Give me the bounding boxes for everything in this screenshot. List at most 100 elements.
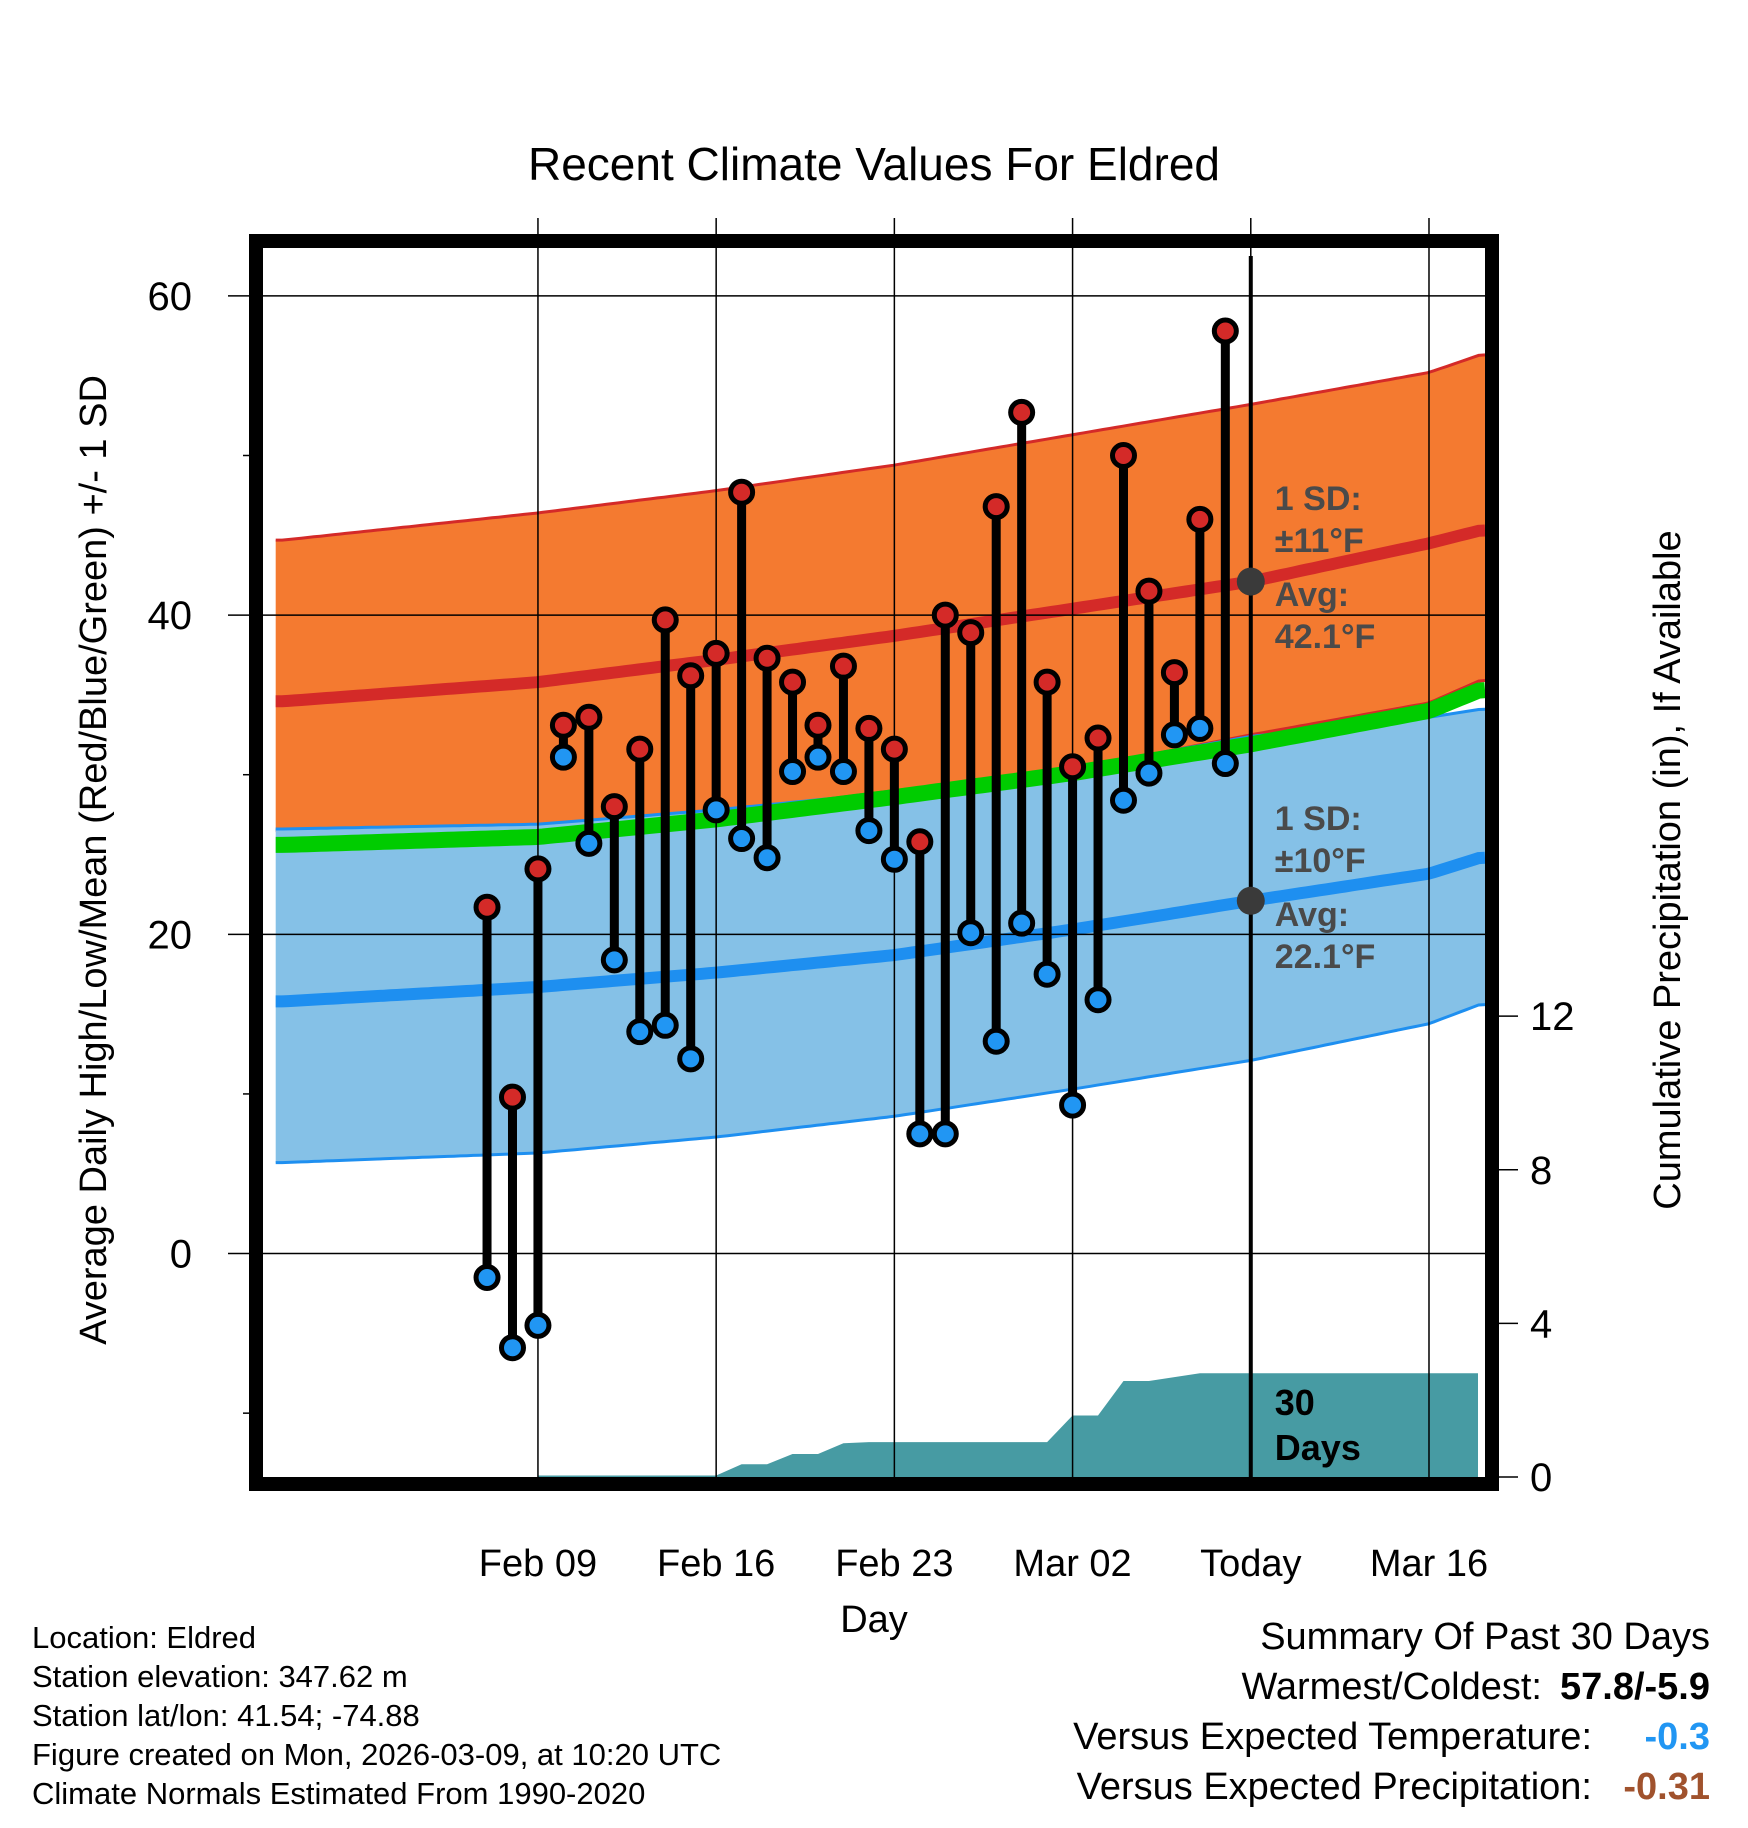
daily-high-point	[1059, 753, 1087, 781]
daily-high-point	[753, 644, 781, 672]
daily-high-point	[677, 662, 705, 690]
y-tick-label: 0	[170, 1233, 192, 1277]
warmest-coldest-value: 57.8/-5.9	[1560, 1666, 1710, 1708]
daily-low-point	[1160, 721, 1188, 749]
daily-low-point	[549, 743, 577, 771]
warmest-coldest-label: Warmest/Coldest:	[1241, 1666, 1542, 1708]
station-info: Location: Eldred Station elevation: 347.…	[32, 1618, 721, 1813]
y-tick-label: 40	[148, 594, 193, 638]
location-label: Location: Eldred	[32, 1620, 257, 1655]
daily-low-point	[1135, 759, 1163, 787]
daily-low-point	[498, 1334, 526, 1362]
daily-high-point	[880, 735, 908, 763]
daily-low-point	[779, 758, 807, 786]
y2-tick-label: 8	[1530, 1149, 1552, 1193]
normals-label: Climate Normals Estimated From 1990-2020	[32, 1776, 646, 1811]
daily-low-point	[982, 1027, 1010, 1055]
normal-high-line	[275, 524, 1486, 708]
daily-low-point	[855, 817, 883, 845]
x-tick-label: Feb 23	[835, 1543, 953, 1585]
daily-high-point	[829, 652, 857, 680]
daily-low-point	[1033, 960, 1061, 988]
daily-high-point	[473, 893, 501, 921]
daily-low-point	[804, 743, 832, 771]
daily-low-point	[702, 796, 730, 824]
daily-high-point	[1109, 441, 1137, 469]
low-sd-band	[275, 709, 1486, 1163]
x-axis-label: Day	[840, 1599, 908, 1641]
created-label: Figure created on Mon, 2026-03-09, at 10…	[32, 1737, 722, 1772]
temp-anomaly-row: Versus Expected Temperature: -0.3	[1073, 1712, 1710, 1762]
daily-high-point	[498, 1083, 526, 1111]
high-avg-label: Avg:	[1275, 576, 1349, 614]
x-tick-label: Feb 16	[657, 1543, 775, 1585]
daily-low-point	[575, 829, 603, 857]
high-upper-line	[275, 353, 1486, 542]
today-high-normal-marker	[1236, 567, 1265, 596]
plot-frame	[249, 234, 1499, 1491]
daily-high-point	[1160, 659, 1188, 687]
y-tick-label: 60	[148, 275, 193, 319]
low-sd-label: 1 SD:	[1275, 800, 1362, 838]
daily-high-point	[906, 828, 934, 856]
daily-high-point	[779, 668, 807, 696]
normal-mean-line	[275, 682, 1486, 853]
daily-low-point	[677, 1045, 705, 1073]
temp-anomaly-label: Versus Expected Temperature:	[1073, 1716, 1592, 1758]
daily-low-point	[957, 919, 985, 947]
daily-low-point	[931, 1120, 959, 1148]
high-sd-label: 1 SD:	[1275, 480, 1362, 518]
daily-low-point	[1211, 750, 1239, 778]
daily-high-point	[1186, 505, 1214, 533]
daily-low-point	[880, 845, 908, 873]
summary-title: Summary Of Past 30 Days	[1260, 1616, 1710, 1658]
low-avg-value: 22.1°F	[1275, 938, 1376, 976]
daily-high-point	[1033, 668, 1061, 696]
latlon-label: Station lat/lon: 41.54; -74.88	[32, 1698, 420, 1733]
summary-panel: Summary Of Past 30 Days Warmest/Coldest:…	[1073, 1612, 1710, 1812]
daily-high-point	[524, 855, 552, 883]
daily-high-point	[855, 714, 883, 742]
daily-low-point	[829, 758, 857, 786]
daily-high-point	[626, 735, 654, 763]
daily-low-point	[626, 1018, 654, 1046]
x-tick-label: Feb 09	[479, 1543, 597, 1585]
days-window-number: 30	[1275, 1382, 1315, 1423]
warmest-coldest-row: Warmest/Coldest: 57.8/-5.9	[1073, 1662, 1710, 1712]
low-lower-line	[275, 1003, 1486, 1165]
precip-anomaly-value: -0.31	[1623, 1766, 1710, 1808]
y2-tick-label: 12	[1530, 995, 1575, 1039]
daily-high-point	[1135, 577, 1163, 605]
normal-low-line	[275, 851, 1486, 1008]
daily-high-point	[957, 619, 985, 647]
daily-low-point	[728, 825, 756, 853]
daily-low-point	[1109, 786, 1137, 814]
daily-high-point	[728, 478, 756, 506]
daily-high-point	[702, 639, 730, 667]
daily-low-point	[1084, 986, 1112, 1014]
daily-high-point	[1211, 317, 1239, 345]
low-sd-value: ±10°F	[1275, 842, 1366, 880]
daily-low-point	[1186, 714, 1214, 742]
daily-low-point	[651, 1011, 679, 1039]
daily-low-point	[753, 844, 781, 872]
daily-high-point	[600, 793, 628, 821]
y2-axis-label: Cumulative Precipitation (in), If Availa…	[1647, 530, 1689, 1209]
precip-anomaly-label: Versus Expected Precipitation:	[1076, 1766, 1592, 1808]
daily-high-point	[575, 703, 603, 731]
daily-low-point	[1059, 1091, 1087, 1119]
x-tick-label: Mar 02	[1013, 1543, 1131, 1585]
daily-high-point	[651, 606, 679, 634]
y-axis-label: Average Daily High/Low/Mean (Red/Blue/Gr…	[73, 375, 115, 1345]
daily-low-point	[600, 946, 628, 974]
daily-high-point	[931, 601, 959, 629]
high-sd-value: ±11°F	[1275, 522, 1364, 560]
low-avg-label: Avg:	[1275, 896, 1349, 934]
elevation-label: Station elevation: 347.62 m	[32, 1659, 408, 1694]
daily-low-point	[906, 1120, 934, 1148]
x-tick-label: Today	[1200, 1543, 1301, 1585]
daily-high-point	[804, 711, 832, 739]
precip-anomaly-row: Versus Expected Precipitation: -0.31	[1073, 1762, 1710, 1812]
high-avg-value: 42.1°F	[1275, 618, 1376, 656]
